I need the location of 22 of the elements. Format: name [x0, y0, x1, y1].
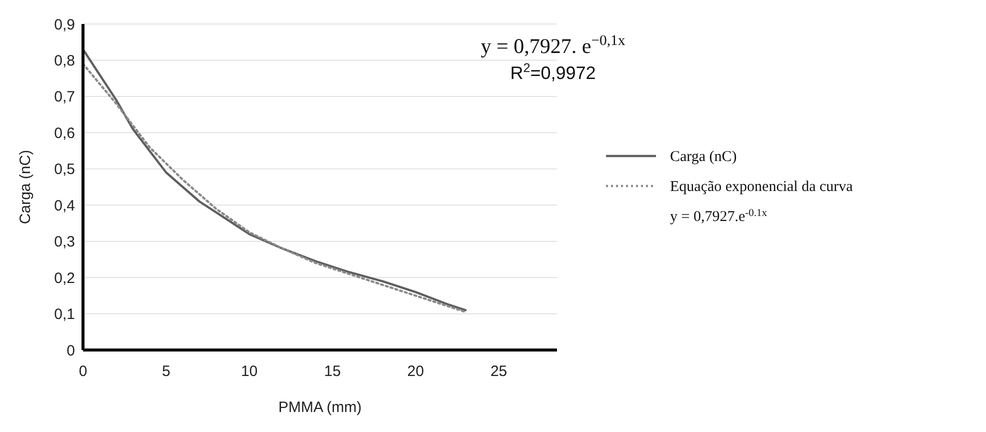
x-tick-label: 20 — [407, 363, 424, 380]
legend-label: Carga (nC) — [670, 149, 737, 165]
x-tick-label: 10 — [240, 363, 258, 380]
y-axis-title: Carga (nC) — [17, 150, 34, 224]
y-tick-label: 0,3 — [54, 234, 75, 251]
annotation: y = 0,7927. e$^{−0,1x}$ — [480, 33, 626, 58]
y-tick-label: 0,5 — [54, 161, 75, 178]
y-tick-label: 0,8 — [54, 52, 75, 70]
x-tick-label: 0 — [78, 363, 88, 380]
y-tick-label: 0,9 — [54, 16, 75, 34]
legend-label: Equação exponencial da curva y = 0,7927.e$^{-0.1x}$ — [670, 179, 854, 225]
y-tick-label: 0,4 — [54, 197, 75, 214]
y-tick-label: 0,2 — [54, 270, 75, 287]
x-tick-label: 5 — [162, 363, 170, 380]
y-tick-label: 0 — [66, 342, 75, 360]
y-tick-label: 0,7 — [54, 88, 75, 106]
x-axis-title: PMMA (mm) — [278, 399, 362, 416]
y-tick-label: 0,6 — [54, 124, 75, 142]
x-tick-label: 25 — [490, 363, 508, 380]
annotation: R$^{2}$=0,9972 — [510, 61, 596, 83]
y-tick-label: 0,1 — [54, 306, 75, 324]
x-tick-label: 15 — [324, 363, 341, 380]
